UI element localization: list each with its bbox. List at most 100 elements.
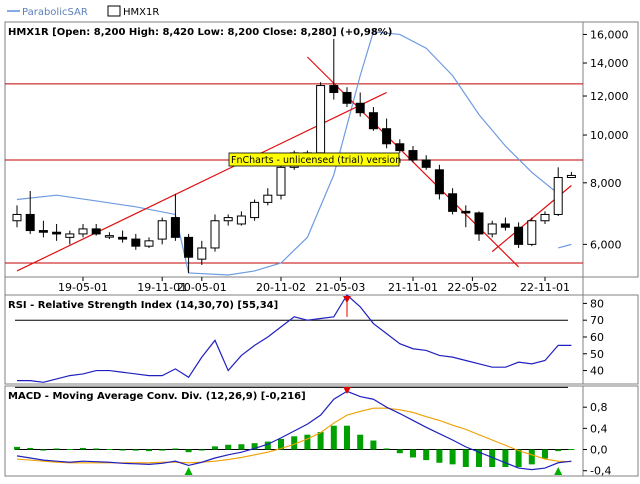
macd-histogram-bar [146, 449, 152, 452]
macd-histogram-bar [383, 448, 390, 450]
macd-histogram-bar [542, 449, 548, 459]
price-y-label: 14,000 [590, 57, 629, 70]
candle-body [514, 226, 524, 245]
candle-body [131, 238, 141, 247]
candle-body [38, 230, 48, 233]
time-label: 19-11-01 [137, 281, 187, 294]
macd-histogram-bar [555, 449, 562, 452]
candle-body [553, 177, 563, 215]
macd-histogram-bar [106, 449, 113, 450]
macd-histogram-bar [476, 449, 482, 467]
candle-body [65, 233, 75, 238]
macd-histogram-bar [502, 449, 509, 467]
time-label: 20-11-02 [256, 281, 306, 294]
macd-histogram-bar [225, 444, 232, 450]
macd-histogram-bar [304, 434, 311, 450]
macd-histogram-bar [80, 447, 86, 450]
candle-body [157, 220, 167, 240]
macd-histogram-bar [159, 449, 166, 451]
macd-buy-marker [184, 467, 193, 475]
macd-histogram-bar [119, 449, 126, 451]
candle-body [223, 217, 233, 222]
macd-histogram-bar [264, 441, 271, 450]
time-label: 19-05-01 [58, 281, 108, 294]
macd-histogram-bar [528, 449, 535, 465]
macd-histogram-bar [568, 449, 575, 450]
rsi-sell-marker [343, 296, 351, 303]
macd-histogram-bar [423, 449, 430, 461]
macd-y-label: -0,4 [590, 465, 611, 478]
candle-body [25, 213, 35, 232]
candle-body [540, 213, 550, 222]
candle-body [395, 143, 405, 152]
macd-y-label: 0,4 [590, 422, 608, 435]
price-y-label: 16,000 [590, 28, 629, 41]
candle-body [434, 169, 444, 195]
macd-histogram-bar [317, 432, 324, 450]
rsi-y-label: 60 [590, 331, 604, 344]
macd-histogram-bar [238, 444, 245, 450]
macd-histogram-bar [396, 449, 403, 454]
candle-body [250, 201, 260, 219]
macd-histogram-bar [436, 449, 443, 463]
candle-body [500, 223, 510, 228]
price-y-label: 6,000 [590, 238, 622, 251]
candle-body [355, 102, 365, 114]
macd-histogram-bar [291, 436, 298, 450]
macd-histogram-bar [172, 448, 179, 450]
time-label: 21-11-01 [388, 281, 438, 294]
candle-body [448, 193, 458, 212]
macd-histogram-bar [344, 425, 350, 450]
macd-buy-marker [554, 467, 563, 475]
candle-body [421, 159, 431, 168]
candle-body [91, 228, 101, 235]
candle-body [210, 220, 220, 249]
candle-body [329, 85, 339, 93]
candle-body [144, 240, 154, 247]
macd-histogram-bar [370, 440, 377, 450]
macd-histogram-bar [132, 449, 139, 451]
candle-body [474, 212, 484, 235]
candle-body [342, 91, 352, 104]
macd-histogram-bar [14, 446, 20, 450]
time-label: 21-05-03 [315, 281, 365, 294]
time-axis-frame [4, 276, 584, 296]
macd-histogram-bar [449, 449, 456, 465]
rsi-title-bg [7, 297, 275, 311]
macd-axis-frame [582, 385, 639, 477]
candle-body [12, 213, 22, 222]
macd-line [16, 390, 572, 471]
macd-histogram-bar [330, 425, 337, 450]
macd-histogram-bar [40, 449, 47, 451]
macd-sell-marker [343, 387, 351, 394]
macd-histogram-bar [410, 449, 416, 458]
watermark-box [228, 152, 400, 167]
time-label: 20-05-01 [177, 281, 227, 294]
candle-body [197, 247, 207, 260]
macd-y-label: 0,8 [590, 401, 608, 414]
price-axis-frame [582, 21, 639, 278]
time-label: 22-05-02 [447, 281, 497, 294]
macd-histogram-bar [489, 449, 496, 467]
watermark-text: FnCharts - unlicensed (trial) version [231, 155, 401, 166]
macd-histogram-bar [357, 434, 364, 450]
candle-body [104, 235, 114, 238]
rsi-axis-frame [582, 294, 639, 385]
macd-histogram-bar [212, 446, 218, 450]
legend-swatch-hmx1r [107, 5, 121, 17]
candle-body [184, 236, 194, 258]
price-y-label: 12,000 [590, 90, 629, 103]
candle-body [52, 231, 62, 235]
price-y-label: 8,000 [590, 177, 622, 190]
macd-histogram-bar [462, 449, 469, 467]
macd-histogram-bar [251, 443, 258, 450]
rsi-panel-title: RSI - Relative Strength Index (14,30,70)… [8, 300, 278, 311]
macd-histogram-bar [198, 449, 205, 451]
candle-body [276, 166, 286, 196]
macd-y-label: 0,0 [590, 444, 608, 457]
macd-panel-title: MACD - Moving Average Conv. Div. (12,26,… [8, 391, 306, 402]
macd-histogram-bar [278, 438, 284, 450]
rsi-y-label: 50 [590, 348, 604, 361]
macd-title-bg [7, 388, 289, 402]
